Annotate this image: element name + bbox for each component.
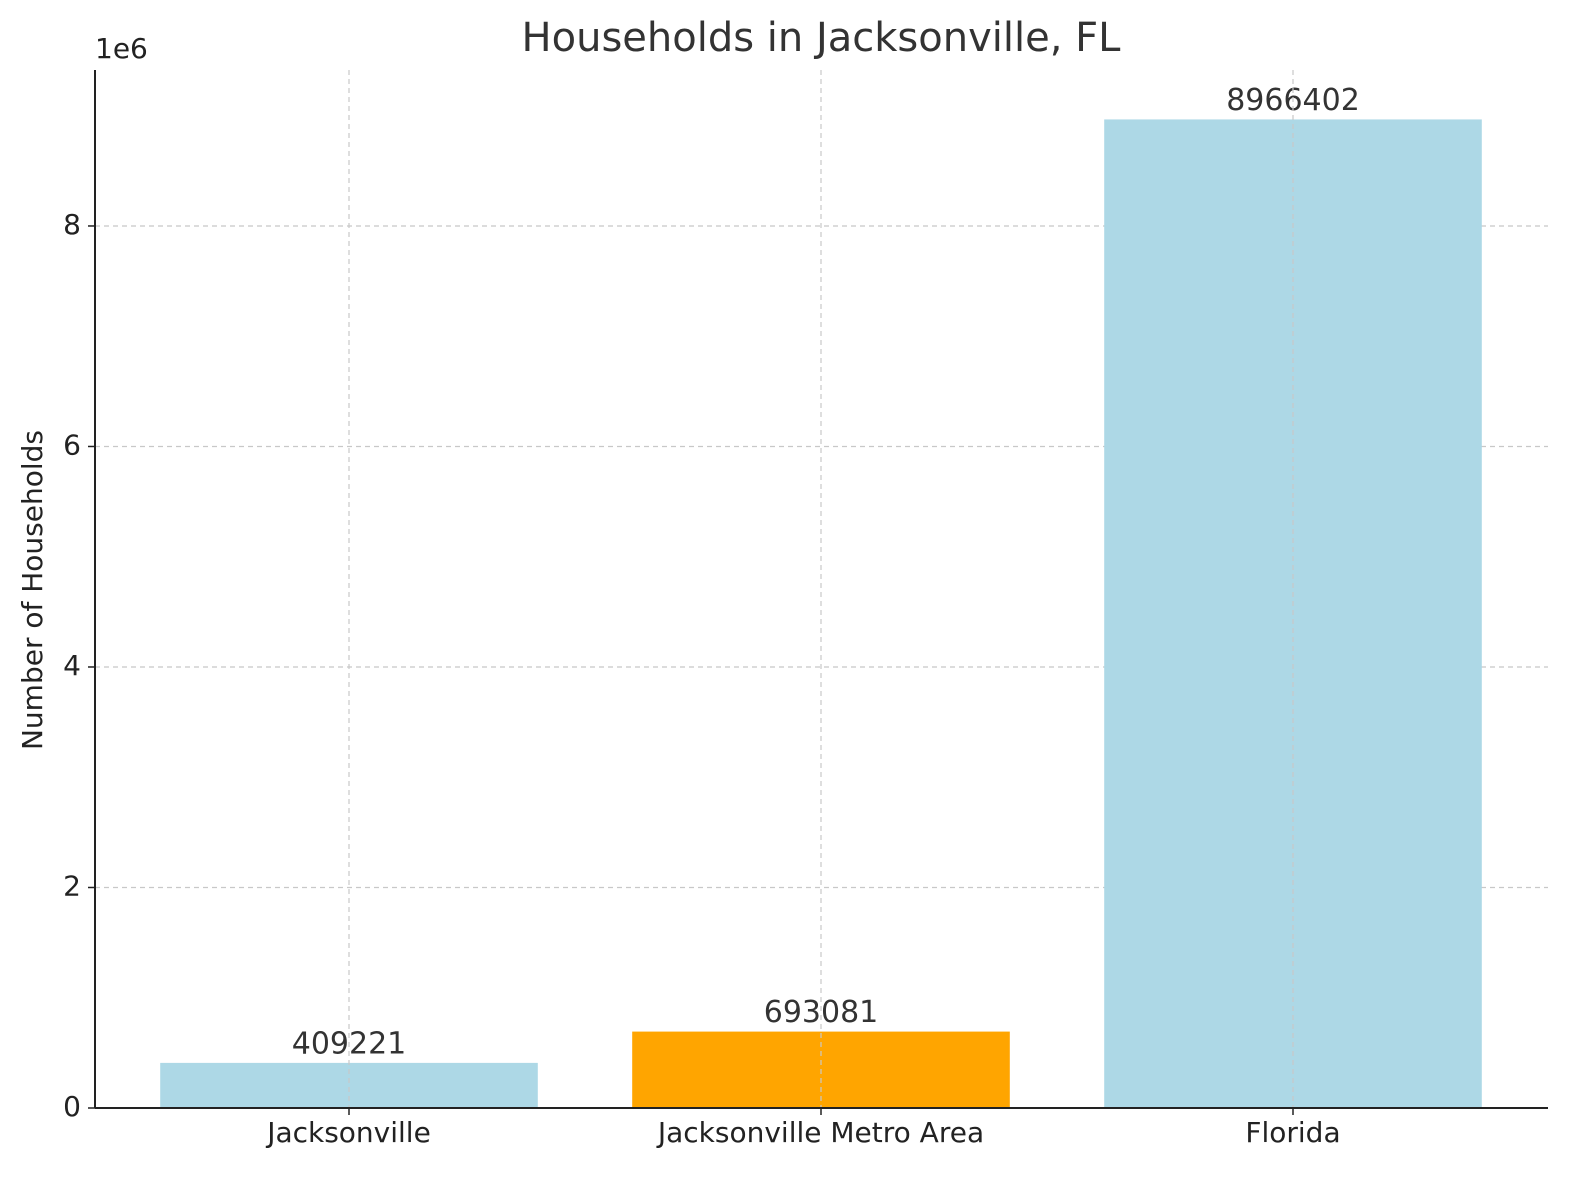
chart-title: Households in Jacksonville, FL — [522, 15, 1122, 61]
y-tick-label: 2 — [63, 869, 81, 902]
y-tick-label: 0 — [63, 1090, 81, 1123]
y-tick-label: 8 — [63, 208, 81, 241]
x-tick-label: Jacksonville — [265, 1116, 431, 1149]
y-tick-label: 4 — [63, 649, 81, 682]
y-offset-label: 1e6 — [95, 32, 148, 65]
y-axis-label: Number of Households — [16, 430, 49, 750]
x-tick-label: Florida — [1245, 1116, 1340, 1149]
y-tick-label: 6 — [63, 428, 81, 461]
x-tick-label: Jacksonville Metro Area — [656, 1116, 984, 1149]
